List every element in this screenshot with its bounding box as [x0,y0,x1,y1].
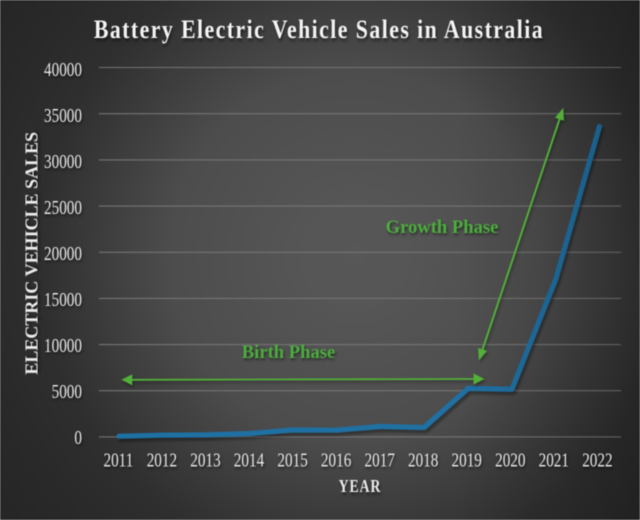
svg-text:5000: 5000 [52,380,82,403]
svg-text:40000: 40000 [44,58,82,81]
svg-text:2022: 2022 [582,449,612,472]
svg-text:2012: 2012 [147,449,177,472]
svg-text:20000: 20000 [44,242,82,265]
svg-text:0: 0 [74,426,82,449]
svg-text:2021: 2021 [539,449,569,472]
svg-text:2014: 2014 [234,449,264,472]
svg-text:2013: 2013 [190,449,220,472]
svg-text:25000: 25000 [44,196,82,219]
svg-text:2016: 2016 [321,449,351,472]
svg-text:2017: 2017 [365,449,395,472]
svg-text:Growth Phase: Growth Phase [386,217,499,238]
svg-text:Battery Electric Vehicle Sales: Battery Electric Vehicle Sales in Austra… [94,15,544,45]
svg-text:2020: 2020 [495,449,525,472]
svg-text:Birth Phase: Birth Phase [242,342,336,363]
svg-text:30000: 30000 [44,150,82,173]
svg-text:2019: 2019 [452,449,482,472]
svg-text:2018: 2018 [408,449,438,472]
svg-text:2011: 2011 [103,449,133,472]
svg-text:10000: 10000 [44,334,82,357]
svg-text:YEAR: YEAR [339,477,382,496]
svg-text:15000: 15000 [44,288,82,311]
svg-text:ELECTRIC VEHICLE SALES: ELECTRIC VEHICLE SALES [22,132,42,375]
svg-text:2015: 2015 [277,449,307,472]
svg-text:35000: 35000 [44,104,82,127]
